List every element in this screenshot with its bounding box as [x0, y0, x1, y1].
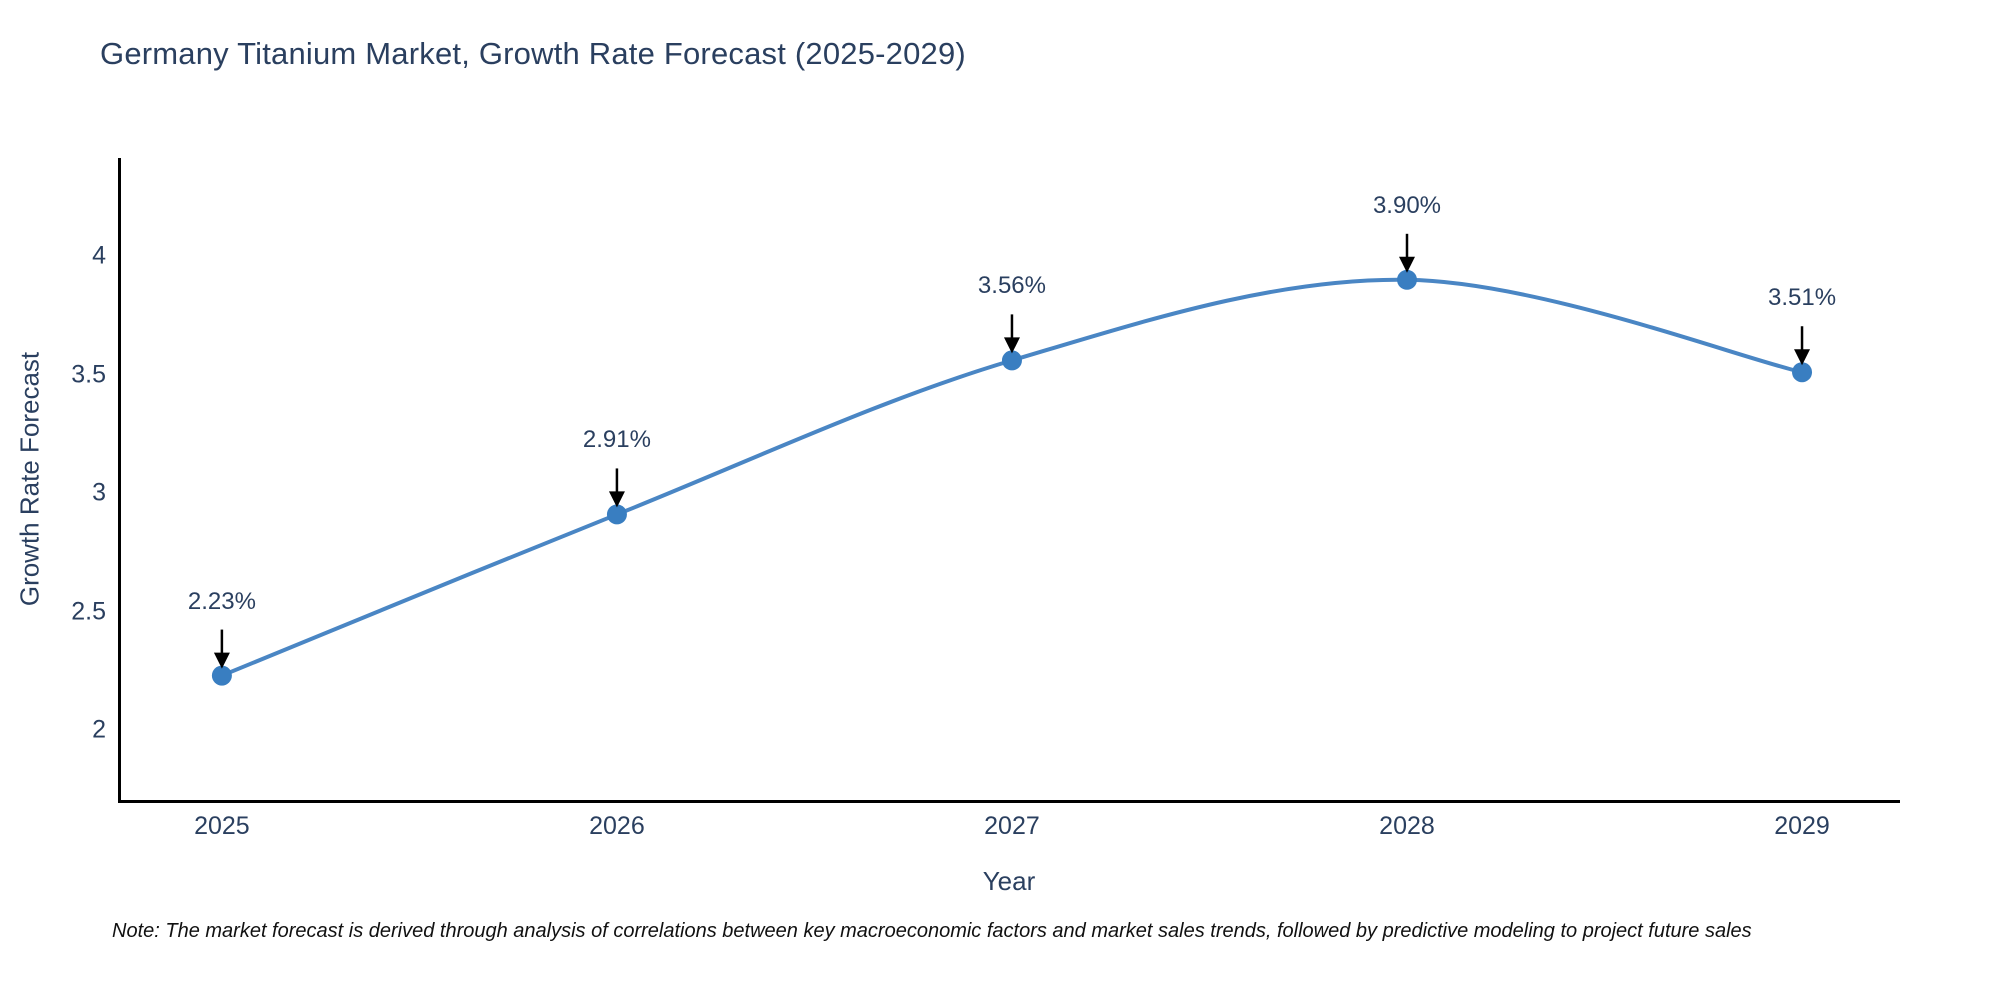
data-point-marker	[211, 665, 232, 686]
data-point-marker	[1396, 269, 1417, 290]
x-tick-label: 2027	[984, 812, 1040, 840]
annotation-arrowhead	[608, 491, 625, 508]
annotation-label: 3.56%	[977, 272, 1046, 300]
y-tick-label: 3	[92, 478, 106, 507]
annotation-arrows	[213, 233, 1811, 669]
x-tick-label: 2029	[1774, 812, 1830, 840]
annotation-label: 3.90%	[1372, 191, 1442, 219]
data-point-marker	[606, 504, 627, 525]
y-tick-label: 3.5	[71, 360, 106, 389]
y-tick-label: 2	[92, 715, 106, 744]
annotation-arrowhead	[1398, 256, 1415, 273]
annotation-arrowhead	[1003, 337, 1020, 354]
data-point-marker	[1001, 350, 1022, 371]
annotation-label: 2.91%	[582, 426, 651, 454]
footnote: Note: The market forecast is derived thr…	[112, 920, 1752, 942]
data-point-marker	[1792, 362, 1813, 383]
y-tick-label: 2.5	[71, 597, 106, 626]
annotation-arrowhead	[1794, 349, 1811, 366]
data-point-markers	[211, 269, 1813, 686]
x-tick-label: 2025	[194, 812, 250, 840]
x-tick-label: 2026	[589, 812, 645, 840]
annotation-label: 2.23%	[187, 587, 256, 615]
annotation-label: 3.51%	[1768, 284, 1837, 312]
y-tick-label: 4	[92, 241, 106, 270]
chart-title: Germany Titanium Market, Growth Rate For…	[100, 36, 966, 71]
x-tick-label: 2028	[1379, 812, 1435, 840]
y-axis-title: Growth Rate Forecast	[14, 351, 45, 607]
annotation-arrowhead	[213, 652, 230, 669]
x-axis-title: Year	[982, 866, 1036, 896]
